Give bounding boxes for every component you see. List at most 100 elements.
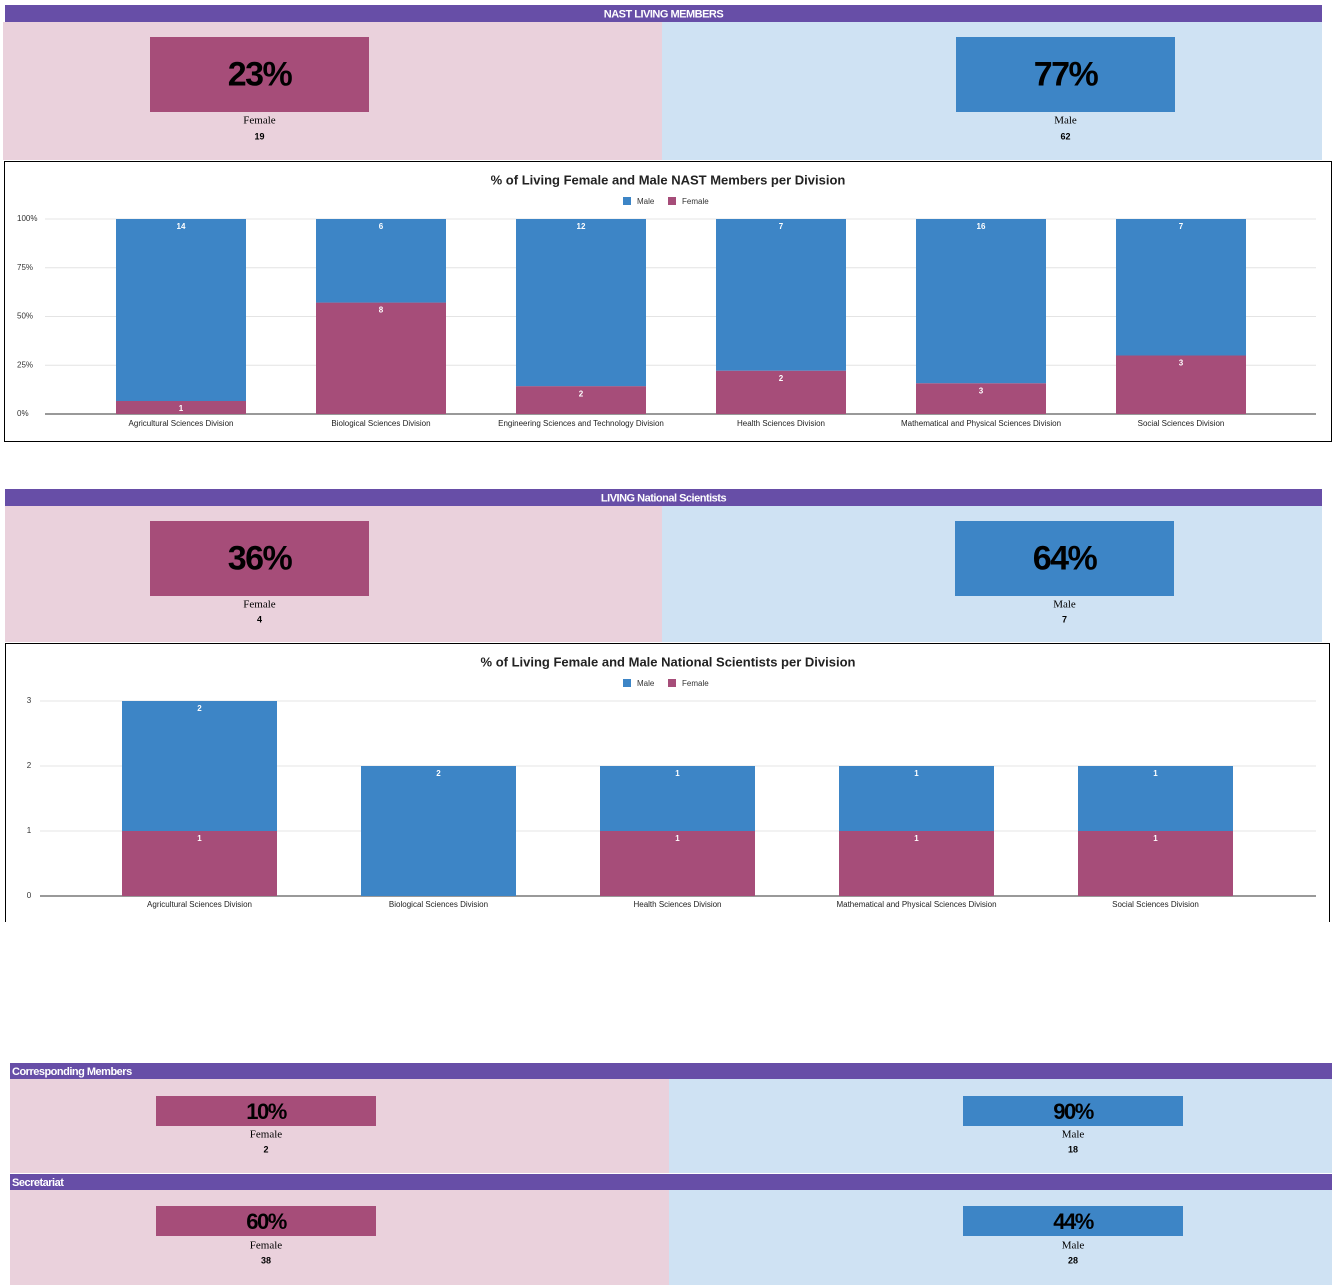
female-count: 2: [263, 1144, 268, 1154]
legend-label: Female: [682, 679, 709, 688]
y-tick-label: 3: [27, 696, 32, 705]
data-label: 6: [379, 222, 384, 231]
female-label: Female: [250, 1129, 282, 1141]
bar-segment: [716, 219, 846, 371]
y-tick-label: 0%: [17, 409, 29, 418]
male-count: 7: [1062, 614, 1067, 624]
bar-segment: [839, 766, 994, 831]
bar-segment: [116, 219, 246, 401]
male-box: [956, 37, 1175, 112]
data-label: 2: [197, 704, 202, 713]
x-tick-label: Biological Sciences Division: [331, 419, 430, 428]
x-tick-label: Social Sciences Division: [1112, 900, 1199, 909]
data-label: 12: [577, 222, 586, 231]
data-label: 2: [779, 374, 784, 383]
bar-segment: [316, 219, 446, 303]
female-count: 4: [257, 614, 262, 624]
male-box: [963, 1096, 1183, 1126]
female-count: 19: [254, 131, 264, 141]
data-label: 1: [1153, 834, 1158, 843]
female-percent: 23%: [228, 55, 293, 93]
chart-title: % of Living Female and Male NAST Members…: [491, 172, 846, 187]
female-percent: 36%: [228, 539, 293, 577]
bar-segment: [122, 701, 277, 831]
data-label: 16: [977, 222, 986, 231]
y-tick-label: 75%: [17, 263, 33, 272]
male-panel: [669, 1190, 1332, 1285]
legend-swatch: [668, 197, 676, 205]
section-title: NAST LIVING MEMBERS: [604, 8, 724, 20]
bar-segment: [516, 386, 646, 414]
bar-segment: [600, 766, 755, 831]
female-box: [150, 37, 369, 112]
section-title: Corresponding Members: [12, 1066, 132, 1078]
data-label: 1: [675, 834, 680, 843]
female-box: [156, 1206, 376, 1236]
male-label: Male: [1062, 1129, 1085, 1141]
female-label: Female: [250, 1240, 282, 1252]
bar-segment: [1116, 355, 1246, 414]
section-header: [10, 1174, 1332, 1190]
data-label: 3: [1179, 359, 1184, 368]
y-tick-label: 0: [27, 891, 32, 900]
bar-segment: [516, 219, 646, 387]
section-title: Secretariat: [12, 1177, 64, 1189]
data-label: 8: [379, 306, 384, 315]
legend-label: Male: [637, 197, 655, 206]
x-tick-label: Agricultural Sciences Division: [147, 900, 252, 909]
chart-title: % of Living Female and Male National Sci…: [481, 654, 856, 669]
legend-swatch: [623, 679, 631, 687]
legend-label: Female: [682, 197, 709, 206]
bar-segment: [600, 831, 755, 896]
data-label: 1: [914, 834, 919, 843]
data-label: 7: [1179, 222, 1184, 231]
male-percent: 44%: [1053, 1209, 1093, 1234]
male-count: 62: [1060, 131, 1070, 141]
data-label: 7: [779, 222, 784, 231]
bar-segment: [122, 831, 277, 896]
male-box: [963, 1206, 1183, 1236]
section-title: LIVING National Scientists: [601, 492, 727, 504]
bar-segment: [839, 831, 994, 896]
x-tick-label: Health Sciences Division: [633, 900, 721, 909]
x-tick-label: Mathematical and Physical Sciences Divis…: [836, 900, 996, 909]
data-label: 3: [979, 386, 984, 395]
legend-label: Male: [637, 679, 655, 688]
female-percent: 60%: [246, 1209, 286, 1234]
data-label: 1: [675, 769, 680, 778]
section-header: [10, 1063, 1332, 1079]
bar-segment: [916, 383, 1046, 414]
bar-segment: [1078, 766, 1233, 831]
bar-segment: [116, 401, 246, 414]
y-tick-label: 2: [27, 761, 32, 770]
y-tick-label: 1: [27, 826, 32, 835]
female-panel: [10, 1190, 669, 1285]
legend-swatch: [668, 679, 676, 687]
legend-swatch: [623, 197, 631, 205]
data-label: 2: [579, 389, 584, 398]
male-count: 18: [1068, 1144, 1078, 1154]
female-label: Female: [243, 599, 275, 611]
data-label: 14: [177, 222, 186, 231]
male-label: Male: [1054, 115, 1077, 127]
section-header: [5, 489, 1322, 506]
x-tick-label: Engineering Sciences and Technology Divi…: [498, 419, 664, 428]
data-label: 1: [1153, 769, 1158, 778]
bar-segment: [1078, 831, 1233, 896]
bar-segment: [1116, 219, 1246, 356]
male-percent: 64%: [1033, 539, 1098, 577]
data-label: 1: [914, 769, 919, 778]
male-label: Male: [1062, 1240, 1085, 1252]
female-count: 38: [261, 1255, 271, 1265]
y-tick-label: 25%: [17, 360, 33, 369]
bar-segment: [716, 370, 846, 414]
x-tick-label: Social Sciences Division: [1138, 419, 1225, 428]
y-tick-label: 100%: [17, 214, 37, 223]
male-percent: 90%: [1053, 1099, 1093, 1124]
data-label: 1: [179, 404, 184, 413]
male-count: 28: [1068, 1255, 1078, 1265]
male-percent: 77%: [1034, 55, 1099, 93]
female-percent: 10%: [246, 1099, 286, 1124]
bar-segment: [916, 219, 1046, 384]
